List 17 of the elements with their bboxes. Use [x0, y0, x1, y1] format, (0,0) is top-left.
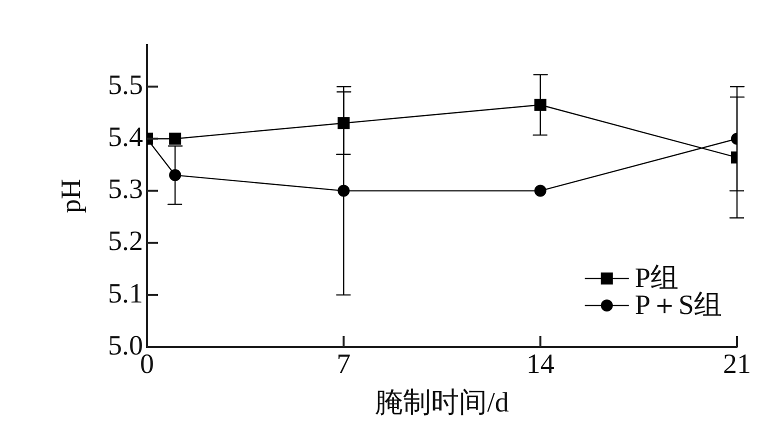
- y-tick-label: 5.1: [108, 278, 143, 310]
- point: [534, 98, 546, 111]
- point: [338, 117, 350, 130]
- x-tick-label: 14: [526, 349, 554, 380]
- y-tick-label: 5.2: [108, 226, 143, 258]
- point: [169, 169, 182, 182]
- y-tick-label: 5.4: [108, 122, 143, 154]
- y-tick-label: 5.5: [108, 70, 143, 102]
- x-tick-label: 0: [140, 349, 154, 380]
- x-tick-label: 7: [336, 349, 351, 380]
- point: [534, 184, 546, 197]
- x-axis-title: 腌制时间/d: [375, 388, 509, 419]
- y-tick-label: 5.3: [108, 174, 143, 206]
- x-tick-label: 21: [723, 349, 751, 380]
- point: [169, 132, 182, 145]
- y-axis-title: pH: [56, 178, 88, 214]
- point: [338, 184, 350, 197]
